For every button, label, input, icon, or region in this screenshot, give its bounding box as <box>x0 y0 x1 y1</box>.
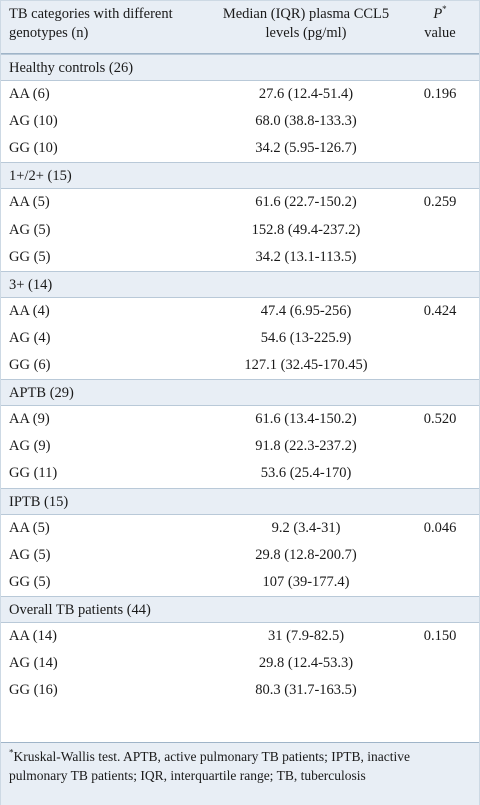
median-iqr-cell: 27.6 (12.4-51.4) <box>258 86 354 103</box>
group-title: 3+ (14) <box>9 276 53 293</box>
group-title: APTB (29) <box>9 385 74 402</box>
header-median-column: Median (IQR) plasma CCL5 levels (pg/ml) <box>222 6 390 41</box>
median-iqr-cell: 47.4 (6.95-256) <box>260 302 352 319</box>
group-title: Healthy controls (26) <box>9 60 134 76</box>
median-iqr-cell: 80.3 (31.7-163.5) <box>255 682 357 699</box>
p-value-cell: 0.520 <box>423 411 457 428</box>
group-title: 1+/2+ (15) <box>9 168 72 185</box>
table-row: GG (16) 80.3 (31.7-163.5) <box>1 677 479 704</box>
table-row: AA (5) 9.2 (3.4-31) 0.046 <box>1 515 479 542</box>
group-header-row: Healthy controls (26) <box>1 54 479 82</box>
table-footnote: *Kruskal-Wallis test. APTB, active pulmo… <box>1 742 479 805</box>
table-body: Healthy controls (26) AA (6) 27.6 (12.4-51… <box>1 54 479 704</box>
genotype-cell: GG (11) <box>9 465 58 482</box>
p-symbol: P <box>433 6 443 22</box>
median-iqr-cell: 107 (39-177.4) <box>262 573 350 590</box>
median-iqr-cell: 61.6 (13.4-150.2) <box>255 411 357 428</box>
header-p-value-column: P* value <box>411 5 469 43</box>
group-header-row: Overall TB patients (44) <box>1 595 479 623</box>
genotype-cell: AA (4) <box>9 302 50 319</box>
p-value-cell: 0.150 <box>423 627 457 644</box>
median-iqr-cell: 68.0 (38.8-133.3) <box>255 113 357 130</box>
genotype-cell: AA (6) <box>9 86 50 103</box>
genotype-cell: AG (10) <box>9 113 58 130</box>
footnote-text: Kruskal-Wallis test. APTB, active pulmon… <box>9 749 410 783</box>
header-genotype-column: TB categories with different genotypes (… <box>9 6 173 41</box>
group-title: IPTB (15) <box>9 493 69 510</box>
genotype-cell: AG (14) <box>9 655 58 672</box>
table-row: AA (5) 61.6 (22.7-150.2) 0.259 <box>1 189 479 216</box>
p-value-cell: 0.424 <box>423 302 457 319</box>
genotype-cell: GG (5) <box>9 248 51 265</box>
table-row: AG (5) 29.8 (12.8-200.7) <box>1 542 479 569</box>
group-header-row: 1+/2+ (15) <box>1 162 479 190</box>
genotype-cell: AG (5) <box>9 546 51 563</box>
p-value-cell: 0.196 <box>423 86 457 103</box>
median-iqr-cell: 91.8 (22.3-237.2) <box>255 438 357 455</box>
median-iqr-cell: 61.6 (22.7-150.2) <box>255 194 357 211</box>
genotype-cell: AG (9) <box>9 438 51 455</box>
group-header-row: IPTB (15) <box>1 487 479 515</box>
table-row: AA (6) 27.6 (12.4-51.4) 0.196 <box>1 81 479 108</box>
table-row: AG (4) 54.6 (13-225.9) <box>1 325 479 352</box>
median-iqr-cell: 34.2 (13.1-113.5) <box>255 248 357 265</box>
table-row: AA (9) 61.6 (13.4-150.2) 0.520 <box>1 406 479 433</box>
median-iqr-cell: 9.2 (3.4-31) <box>271 519 341 536</box>
genotype-cell: AG (4) <box>9 329 51 346</box>
table-row: AG (14) 29.8 (12.4-53.3) <box>1 650 479 677</box>
table-row: GG (5) 107 (39-177.4) <box>1 569 479 596</box>
group-header-row: APTB (29) <box>1 379 479 407</box>
table-row: GG (10) 34.2 (5.95-126.7) <box>1 135 479 162</box>
genotype-cell: AA (14) <box>9 627 57 644</box>
table-row: GG (11) 53.6 (25.4-170) <box>1 460 479 487</box>
median-iqr-cell: 31 (7.9-82.5) <box>267 627 345 644</box>
table-row: GG (5) 34.2 (13.1-113.5) <box>1 244 479 271</box>
genotype-cell: AA (5) <box>9 519 50 536</box>
median-iqr-cell: 127.1 (32.45-170.45) <box>244 357 368 374</box>
genotype-cell: AA (9) <box>9 411 50 428</box>
p-footnote-mark: * <box>442 4 447 15</box>
median-iqr-cell: 54.6 (13-225.9) <box>260 329 352 346</box>
p-value-cell: 0.046 <box>423 519 457 536</box>
genotype-cell: AG (5) <box>9 221 51 238</box>
genotype-cell: GG (5) <box>9 573 51 590</box>
footnote-mark: * <box>9 747 14 758</box>
group-title: Overall TB patients (44) <box>9 601 151 618</box>
group-header-row: 3+ (14) <box>1 270 479 298</box>
genotype-cell: GG (16) <box>9 682 58 699</box>
median-iqr-cell: 34.2 (5.95-126.7) <box>255 140 357 157</box>
table-row: AG (10) 68.0 (38.8-133.3) <box>1 108 479 135</box>
genotype-cell: AA (5) <box>9 194 50 211</box>
table-row: AA (4) 47.4 (6.95-256) 0.424 <box>1 298 479 325</box>
p-value-label: value <box>424 25 456 41</box>
median-iqr-cell: 29.8 (12.8-200.7) <box>255 546 357 563</box>
table-row: AG (9) 91.8 (22.3-237.2) <box>1 433 479 460</box>
table-row: AA (14) 31 (7.9-82.5) 0.150 <box>1 623 479 650</box>
median-iqr-cell: 29.8 (12.4-53.3) <box>258 655 354 672</box>
median-iqr-cell: 152.8 (49.4-237.2) <box>251 221 361 238</box>
genotype-cell: GG (6) <box>9 357 51 374</box>
median-iqr-cell: 53.6 (25.4-170) <box>260 465 352 482</box>
table-row: GG (6) 127.1 (32.45-170.45) <box>1 352 479 379</box>
table-row: AG (5) 152.8 (49.4-237.2) <box>1 217 479 244</box>
genotype-cell: GG (10) <box>9 140 58 157</box>
p-value-cell: 0.259 <box>423 194 457 211</box>
table-header: TB categories with different genotypes (… <box>1 1 479 54</box>
